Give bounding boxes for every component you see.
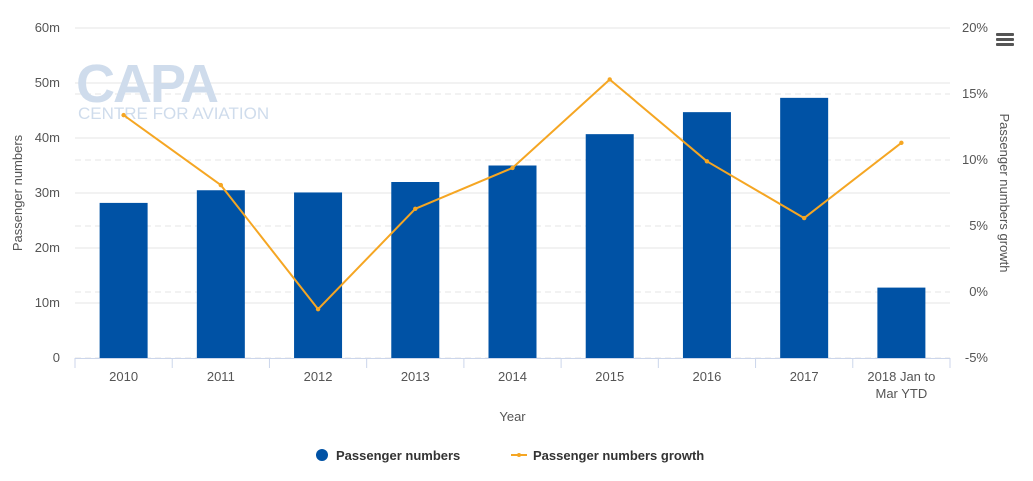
bar-series [99,97,926,359]
bar[interactable] [99,202,148,358]
line-point[interactable] [510,165,515,171]
line-point[interactable] [607,77,612,82]
y-tick-label: 60m [35,20,60,35]
y-tick-label: 50m [35,75,60,90]
y-tick-label: 20m [35,240,60,255]
x-axis-tick-labels: 2010 2011 2012 2013 2014 2015 2016 2017 2018 Jan… [109,369,935,401]
y2-tick-label: 15% [962,86,988,101]
bar[interactable] [196,190,245,358]
bar[interactable] [877,287,926,358]
x-tick-label: 2015 [595,369,624,384]
x-tick-label: 2012 [304,369,333,384]
svg-text:CAPA: CAPA [76,54,218,114]
line-point[interactable] [218,182,224,188]
line-point[interactable] [704,159,710,164]
bar[interactable] [391,182,440,358]
y2-tick-label: 0% [969,284,988,299]
y2-axis-tick-labels: -5% 0% 5% 10% 15% 20% [962,20,988,365]
y-tick-label: 0 [53,350,60,365]
x-tick-label: 2011 [207,369,235,384]
x-tick-label: 2017 [790,369,819,384]
line-point[interactable] [801,215,807,221]
y-tick-label: 40m [35,130,60,145]
legend-item-passenger-numbers[interactable]: Passenger numbers [316,448,460,463]
legend-label: Passenger numbers growth [533,448,704,463]
legend-item-passenger-numbers-growth[interactable]: Passenger numbers growth [511,448,704,463]
x-axis-title: Year [499,409,526,424]
x-tick-label: 2016 [692,369,721,384]
line-point[interactable] [121,112,126,118]
legend-line-marker [517,453,521,457]
legend-label: Passenger numbers [336,448,460,463]
bar[interactable] [294,192,343,358]
svg-text:CENTRE FOR AVIATION: CENTRE FOR AVIATION [78,104,269,123]
y-tick-label: 30m [35,185,60,200]
line-series [121,77,904,312]
y-axis-title: Passenger numbers [10,134,25,251]
y2-tick-label: 5% [969,218,988,233]
capa-watermark-logo: CAPA CENTRE FOR AVIATION [76,54,269,123]
line-point[interactable] [413,206,418,212]
bar[interactable] [585,134,634,358]
x-tick-label: 2018 Jan to Mar YTD [867,369,935,401]
line-point[interactable] [315,306,321,312]
x-tick-label: 2013 [401,369,430,384]
x-tick-label: 2014 [498,369,527,384]
bar[interactable] [682,112,731,359]
legend-bar-symbol [316,449,328,461]
x-tick-label: 2010 [109,369,138,384]
bar[interactable] [780,97,829,358]
y2-tick-label: 10% [962,152,988,167]
line-point[interactable] [899,140,904,146]
hamburger-menu-icon[interactable] [996,33,1014,47]
bar[interactable] [488,165,537,359]
y2-axis-title: Passenger numbers growth [997,114,1012,273]
y2-tick-label: -5% [965,350,989,365]
axes [74,358,951,368]
legend: Passenger numbers Passenger numbers grow… [316,448,704,463]
y-axis-tick-labels: 0 10m 20m 30m 40m 50m 60m [35,20,60,365]
y2-tick-label: 20% [962,20,988,35]
y-tick-label: 10m [35,295,60,310]
